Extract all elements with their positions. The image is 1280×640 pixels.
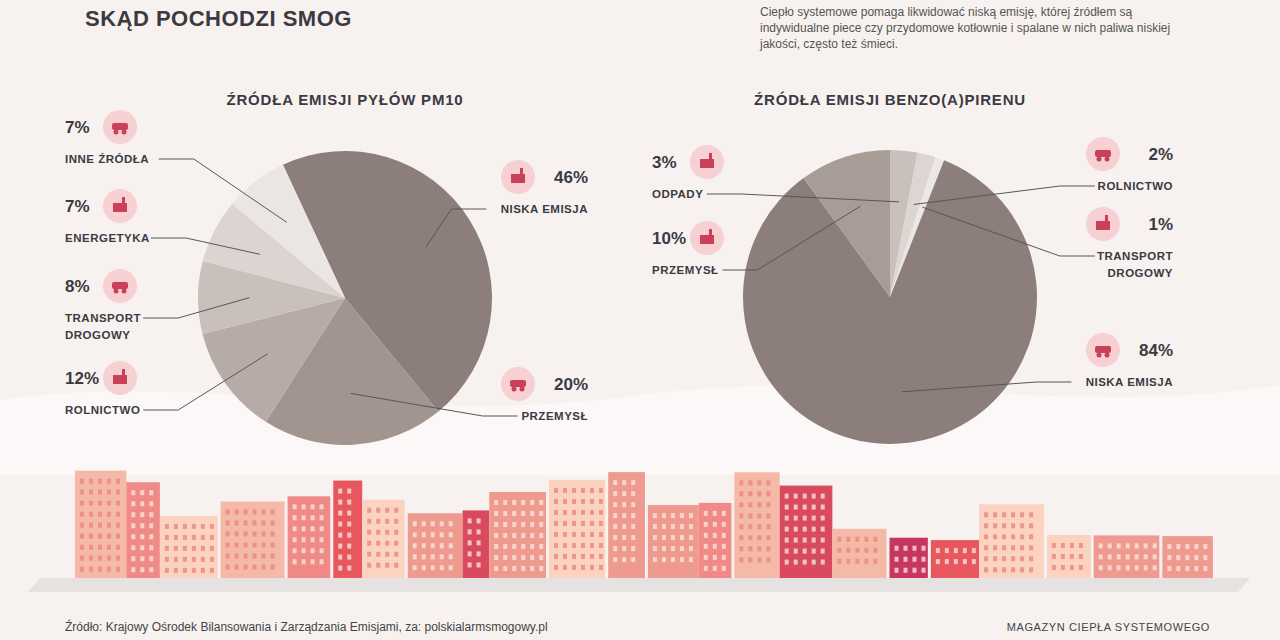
svg-text:ROLNICTWO: ROLNICTWO [65, 404, 140, 416]
svg-text:ŹRÓDŁA EMISJI BENZO(A)PIRENU: ŹRÓDŁA EMISJI BENZO(A)PIRENU [754, 91, 1026, 108]
html-text:Ciepło systemowe pomaga likwid: Ciepło systemowe pomaga likwidować niską… [760, 5, 1171, 51]
html-text:Źródło: Krajowy Ośrodek Bilans: Źródło: Krajowy Ośrodek Bilansowania i Z… [65, 620, 548, 634]
svg-text:INNE ŹRÓDŁA: INNE ŹRÓDŁA [65, 153, 149, 165]
svg-text:12%: 12% [65, 369, 99, 388]
svg-text:DROGOWY: DROGOWY [65, 329, 130, 341]
svg-text:20%: 20% [554, 375, 588, 394]
svg-text:3%: 3% [652, 153, 677, 172]
svg-text:ROLNICTWO: ROLNICTWO [1098, 180, 1173, 192]
svg-text:ŹRÓDŁA EMISJI PYŁÓW PM10: ŹRÓDŁA EMISJI PYŁÓW PM10 [227, 91, 464, 108]
svg-text:46%: 46% [554, 168, 588, 187]
svg-text:1%: 1% [1148, 215, 1173, 234]
svg-text:NISKA EMISJA: NISKA EMISJA [1086, 376, 1173, 388]
svg-text:NISKA EMISJA: NISKA EMISJA [501, 203, 588, 215]
svg-text:DROGOWY: DROGOWY [1108, 267, 1173, 279]
svg-text:ODPADY: ODPADY [652, 188, 703, 200]
html-text:SKĄD POCHODZI SMOG: SKĄD POCHODZI SMOG [85, 6, 352, 31]
svg-text:PRZEMYSŁ: PRZEMYSŁ [521, 410, 588, 422]
svg-text:7%: 7% [65, 118, 90, 137]
svg-text:10%: 10% [652, 229, 686, 248]
svg-text:84%: 84% [1139, 341, 1173, 360]
html-text:MAGAZYN CIEPŁA SYSTEMOWEGO: MAGAZYN CIEPŁA SYSTEMOWEGO [1006, 621, 1210, 633]
svg-text:2%: 2% [1148, 145, 1173, 164]
svg-text:TRANSPORT: TRANSPORT [65, 312, 141, 324]
svg-text:TRANSPORT: TRANSPORT [1097, 250, 1173, 262]
svg-text:8%: 8% [65, 277, 90, 296]
svg-text:ENERGETYKA: ENERGETYKA [65, 232, 150, 244]
svg-text:PRZEMYSŁ: PRZEMYSŁ [652, 264, 719, 276]
svg-text:7%: 7% [65, 197, 90, 216]
